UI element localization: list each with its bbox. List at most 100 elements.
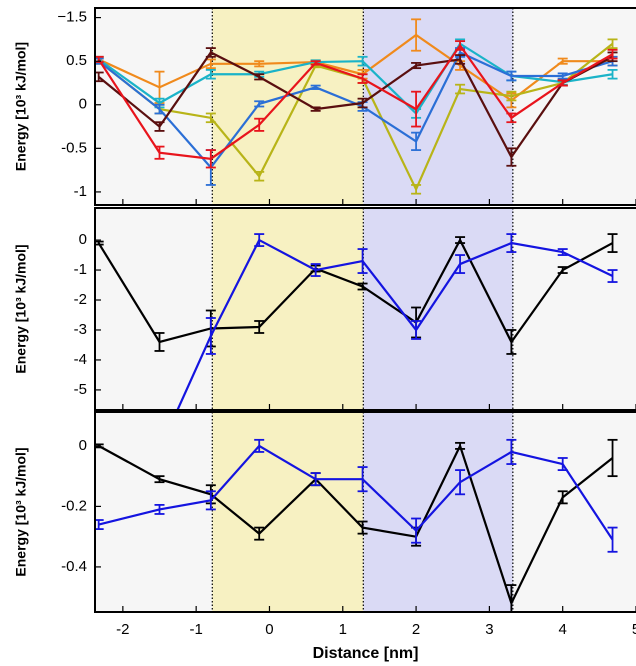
panel [95, 208, 636, 410]
error-bar [557, 490, 568, 505]
x-tick-label: 0 [265, 621, 273, 638]
error-bar [205, 58, 216, 70]
error-bar [254, 117, 265, 132]
error-bar [411, 517, 422, 544]
y-axis-label: Energy [10³ kJ/mol] [13, 42, 29, 171]
error-bar [254, 526, 265, 541]
error-bar [411, 184, 422, 195]
y-tick-label: 0.5 [66, 52, 87, 69]
y-tick-label: −1.5 [57, 9, 87, 26]
y-tick-label: -0.2 [61, 497, 87, 514]
error-bar [254, 73, 265, 81]
error-bar [455, 441, 466, 450]
error-bar [254, 60, 265, 68]
error-bar [357, 282, 368, 291]
error-bar [310, 263, 321, 277]
error-bar [154, 332, 165, 352]
error-bar [154, 475, 165, 484]
y-tick-label: -3 [74, 321, 87, 338]
error-bar [411, 62, 422, 70]
error-bar [557, 57, 568, 65]
error-bar [310, 472, 321, 487]
y-tick-label: -0.5 [61, 139, 87, 156]
error-bar [506, 90, 517, 102]
error-bar [357, 248, 368, 274]
error-bar [310, 60, 321, 66]
y-tick-label: -0.4 [61, 558, 87, 575]
error-bar [607, 48, 618, 60]
error-bar [205, 47, 216, 58]
error-bar [411, 131, 422, 151]
y-axis-label: Energy [10³ kJ/mol] [13, 244, 29, 373]
error-bar [455, 40, 466, 51]
shaded-region [363, 412, 513, 612]
panel-frame [94, 207, 636, 411]
error-bar [506, 584, 517, 612]
y-tick-label: -5 [74, 381, 87, 398]
error-bar [357, 520, 368, 535]
panel-frame [94, 411, 636, 613]
error-bar [557, 72, 568, 80]
x-tick-label: 5 [632, 621, 636, 638]
error-bar [557, 79, 568, 87]
shaded-region [363, 8, 513, 205]
error-bar [557, 248, 568, 256]
panel-frame [94, 7, 636, 206]
error-bar [357, 466, 368, 493]
error-bar [254, 233, 265, 247]
x-tick-label: 2 [412, 621, 420, 638]
y-tick-label: -1 [74, 261, 87, 278]
shaded-region [212, 412, 364, 612]
x-tick-label: -2 [116, 621, 129, 638]
error-bar [411, 90, 422, 128]
y-tick-label: -2 [74, 291, 87, 308]
error-bar [455, 54, 466, 65]
error-bar [607, 269, 618, 283]
error-bar [357, 73, 368, 84]
panel [95, 412, 636, 612]
error-bar [205, 149, 216, 169]
error-bar [506, 329, 517, 355]
shaded-region [363, 208, 513, 410]
error-bar [310, 106, 321, 112]
panel [95, 8, 636, 205]
y-tick-label: -1 [74, 183, 87, 200]
error-bar [557, 266, 568, 274]
error-bar [607, 526, 618, 553]
error-bar [607, 68, 618, 80]
error-bar [506, 438, 517, 465]
error-bar [154, 103, 165, 115]
x-tick-label: 1 [339, 621, 347, 638]
x-tick-label: -1 [189, 621, 202, 638]
error-bar [506, 70, 517, 82]
error-bar [607, 38, 618, 49]
x-axis-label: Distance [nm] [313, 645, 419, 662]
y-tick-label: -4 [74, 351, 87, 368]
x-tick-label: 3 [485, 621, 493, 638]
error-bar [254, 100, 265, 108]
error-bar [357, 97, 368, 109]
error-bar [411, 18, 422, 52]
error-bar [357, 55, 368, 67]
error-bar [205, 68, 216, 80]
error-bar [254, 320, 265, 334]
error-bar [205, 317, 216, 355]
error-bar [310, 84, 321, 90]
error-bar [154, 121, 165, 132]
y-tick-label: 0 [79, 96, 87, 113]
error-bar [254, 170, 265, 182]
error-bar [506, 147, 517, 167]
shaded-region [212, 208, 364, 410]
error-bar [205, 112, 216, 124]
error-bar [607, 233, 618, 253]
series-line [176, 238, 614, 410]
error-bar [154, 145, 165, 160]
error-bar [455, 469, 466, 496]
y-tick-label: 0 [79, 231, 87, 248]
error-bar [205, 490, 216, 511]
error-bar [557, 457, 568, 471]
error-bar [506, 233, 517, 253]
error-bar [154, 503, 165, 515]
error-bar [455, 83, 466, 95]
